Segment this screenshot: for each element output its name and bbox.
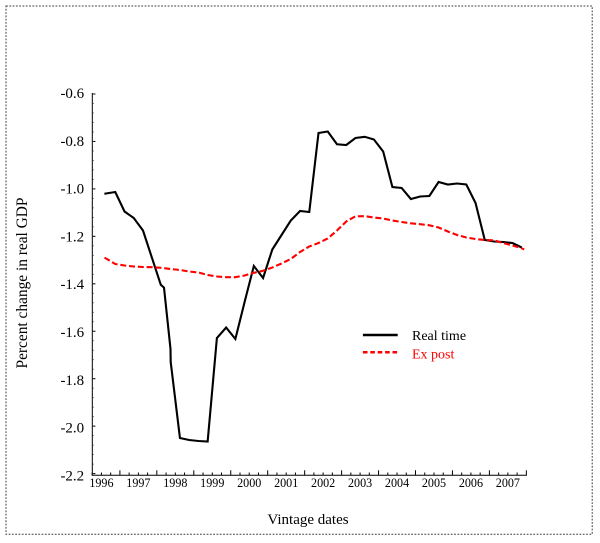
svg-text:2004: 2004 bbox=[385, 476, 409, 490]
svg-text:-2.0: -2.0 bbox=[60, 421, 84, 437]
svg-text:-1.6: -1.6 bbox=[60, 325, 84, 341]
svg-text:1997: 1997 bbox=[126, 476, 150, 490]
svg-text:2007: 2007 bbox=[496, 476, 520, 490]
svg-text:2000: 2000 bbox=[237, 476, 261, 490]
svg-text:2005: 2005 bbox=[422, 476, 446, 490]
svg-text:-1.8: -1.8 bbox=[60, 373, 84, 389]
svg-text:-2.2: -2.2 bbox=[60, 468, 84, 484]
svg-text:2001: 2001 bbox=[274, 476, 298, 490]
svg-text:2003: 2003 bbox=[348, 476, 372, 490]
svg-text:-1.2: -1.2 bbox=[60, 229, 84, 245]
svg-text:-0.6: -0.6 bbox=[60, 86, 84, 102]
svg-text:1996: 1996 bbox=[89, 476, 113, 490]
svg-text:-0.8: -0.8 bbox=[60, 134, 84, 150]
svg-text:-1.4: -1.4 bbox=[60, 277, 84, 293]
svg-text:Vintage dates: Vintage dates bbox=[267, 512, 348, 528]
svg-text:1999: 1999 bbox=[200, 476, 224, 490]
svg-text:1998: 1998 bbox=[163, 476, 187, 490]
svg-text:Real time: Real time bbox=[412, 329, 466, 344]
svg-text:2002: 2002 bbox=[311, 476, 335, 490]
svg-text:2006: 2006 bbox=[459, 476, 483, 490]
svg-text:-1.0: -1.0 bbox=[60, 182, 84, 198]
svg-text:Ex post: Ex post bbox=[412, 348, 455, 363]
svg-text:Percent change in real GDP: Percent change in real GDP bbox=[14, 198, 31, 369]
